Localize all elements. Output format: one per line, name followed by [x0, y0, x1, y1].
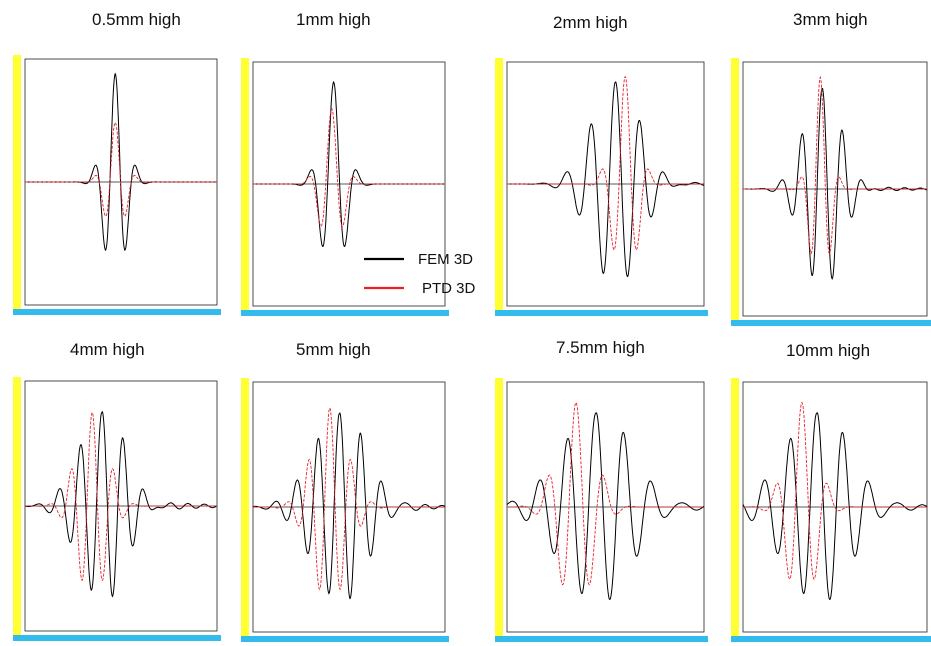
waveform-svg	[241, 378, 449, 642]
panel-title-8: 10mm high	[786, 341, 871, 360]
waveform-plot-3	[495, 58, 708, 316]
waveform-plot-5	[13, 377, 221, 641]
y-axis-bar	[731, 378, 739, 642]
x-axis-bar	[495, 636, 708, 642]
x-axis-bar	[241, 310, 449, 316]
waveform-plot-4	[731, 58, 931, 326]
series-line-ptd	[507, 401, 704, 586]
waveform-svg	[495, 378, 708, 642]
y-axis-bar	[13, 55, 21, 315]
y-axis-bar	[241, 378, 249, 642]
series-line-ptd	[507, 75, 704, 251]
legend: FEM 3D PTD 3D	[364, 251, 476, 297]
y-axis-bar	[13, 377, 21, 641]
waveform-svg	[13, 55, 221, 315]
waveform-svg	[13, 377, 221, 641]
panel-title-6: 5mm high	[296, 340, 371, 359]
waveform-plot-8	[731, 378, 931, 642]
x-axis-bar	[13, 309, 221, 315]
panel-title-1: 0.5mm high	[92, 10, 181, 29]
y-axis-bar	[731, 58, 739, 326]
x-axis-bar	[241, 636, 449, 642]
panel-title-5: 4mm high	[70, 340, 145, 359]
series-line-ptd	[743, 401, 927, 580]
y-axis-bar	[241, 58, 249, 316]
legend-label-ptd: PTD 3D	[422, 280, 476, 297]
series-line-fem	[25, 410, 218, 598]
series-line-fem	[743, 87, 928, 280]
waveform-svg	[731, 58, 931, 326]
panel-title-4: 3mm high	[793, 10, 868, 29]
y-axis-bar	[495, 378, 503, 642]
x-axis-bar	[731, 636, 931, 642]
waveform-plot-6	[241, 378, 449, 642]
panel-title-7: 7.5mm high	[556, 338, 645, 357]
x-axis-bar	[495, 310, 708, 316]
waveform-plot-7	[495, 378, 708, 642]
waveform-svg	[241, 58, 449, 316]
panel-title-3: 2mm high	[553, 13, 628, 32]
panel-title-2: 1mm high	[296, 10, 371, 29]
legend-label-fem: FEM 3D	[418, 251, 473, 268]
waveform-plot-2	[241, 58, 449, 316]
series-line-fem	[742, 412, 928, 601]
series-line-ptd	[743, 75, 927, 255]
series-line-fem	[507, 81, 705, 278]
x-axis-bar	[13, 635, 221, 641]
series-line-ptd	[253, 108, 445, 228]
waveform-plot-1	[13, 55, 221, 315]
x-axis-bar	[731, 320, 931, 326]
series-line-ptd	[25, 411, 217, 582]
y-axis-bar	[495, 58, 503, 316]
waveform-svg	[731, 378, 931, 642]
waveform-svg	[495, 58, 708, 316]
series-line-fem	[252, 412, 446, 600]
series-line-fem	[506, 412, 705, 601]
series-line-ptd	[253, 406, 445, 590]
series-line-ptd	[25, 121, 217, 217]
